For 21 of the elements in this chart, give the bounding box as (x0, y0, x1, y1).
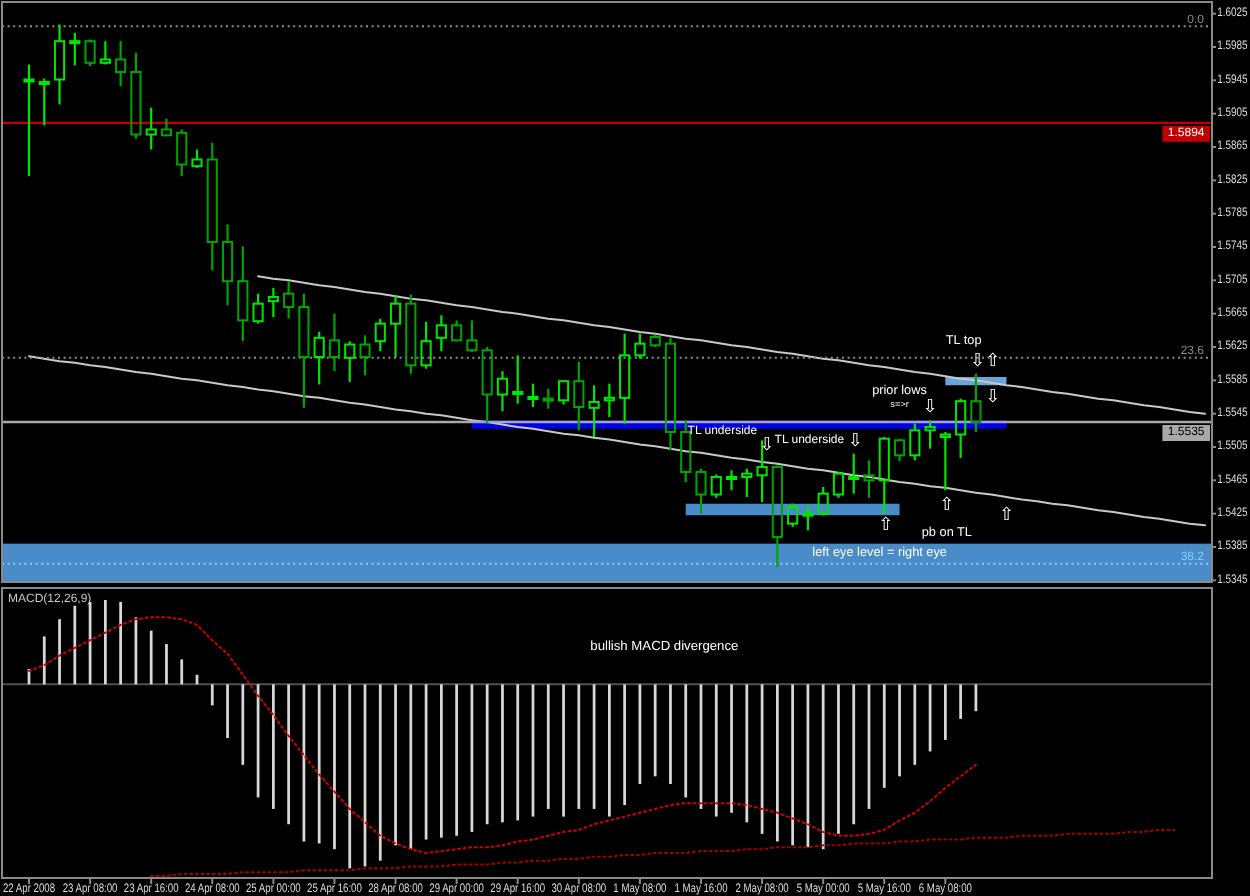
candlestick (573, 360, 585, 432)
candlestick (359, 334, 371, 377)
line-series (28, 355, 1206, 527)
annotation: ⇩ (922, 397, 938, 418)
annotation: ⇩ (969, 352, 985, 372)
annotation: ⇩ (985, 388, 1001, 408)
candlestick (328, 312, 341, 373)
candlestick (496, 370, 509, 413)
candlestick (725, 469, 738, 492)
candlestick (53, 23, 66, 106)
candlestick (664, 336, 677, 452)
annotation: ⇧ (878, 516, 894, 536)
annotation: ⇧ (939, 496, 955, 516)
annotation: ⇧ (985, 352, 1001, 372)
annotation: ⇩ (847, 432, 863, 453)
candlestick (221, 223, 234, 307)
candlestick (619, 332, 631, 425)
candlestick (237, 245, 249, 343)
candlestick (389, 294, 402, 359)
annotation: ⇧ (998, 506, 1014, 526)
line-series (257, 275, 1206, 415)
